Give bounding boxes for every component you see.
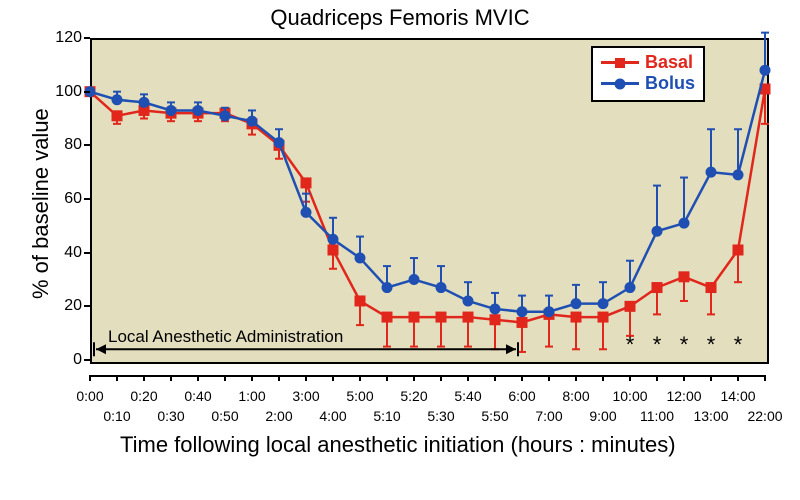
legend-swatch-bolus [601, 82, 639, 85]
significance-star-icon: * [680, 332, 689, 358]
legend-row-basal: Basal [601, 52, 695, 73]
y-tick-label: 0 [42, 351, 82, 369]
significance-star-icon: * [707, 332, 716, 358]
significance-star-icon: * [653, 332, 662, 358]
legend-marker-basal [615, 58, 625, 68]
x-tick-label: 2:00 [265, 408, 292, 424]
x-tick-label: 5:20 [400, 388, 427, 404]
x-tick-label: 5:00 [346, 388, 373, 404]
legend-label-bolus: Bolus [645, 73, 695, 94]
x-tick-label: 4:00 [319, 408, 346, 424]
x-tick-label: 8:00 [562, 388, 589, 404]
chart-container: Quadriceps Femoris MVIC % of baseline va… [0, 0, 800, 500]
legend-swatch-basal [601, 61, 639, 64]
x-tick-label: 7:00 [535, 408, 562, 424]
x-axis-label: Time following local anesthetic initiati… [120, 432, 676, 458]
legend-marker-bolus [614, 78, 625, 89]
x-tick-label: 5:50 [481, 408, 508, 424]
annotation-label: Local Anesthetic Administration [108, 327, 343, 347]
y-tick-label: 120 [42, 29, 82, 47]
y-tick-label: 80 [42, 136, 82, 154]
x-tick-label: 22:00 [747, 408, 782, 424]
x-tick-label: 0:00 [76, 388, 103, 404]
x-tick-label: 10:00 [612, 388, 647, 404]
x-tick-label: 11:00 [640, 408, 674, 424]
y-tick-label: 60 [42, 190, 82, 208]
x-tick-label: 6:00 [508, 388, 535, 404]
x-axis-line [90, 375, 765, 377]
x-tick-label: 13:00 [693, 408, 728, 424]
legend-label-basal: Basal [645, 52, 693, 73]
y-tick-label: 40 [42, 244, 82, 262]
x-tick-label: 5:10 [373, 408, 400, 424]
x-tick-label: 0:30 [157, 408, 184, 424]
x-tick-label: 12:00 [666, 388, 701, 404]
y-tick-label: 100 [42, 83, 82, 101]
x-tick-label: 1:00 [238, 388, 265, 404]
y-tick-label: 20 [42, 297, 82, 315]
x-tick-label: 0:10 [103, 408, 130, 424]
x-tick-label: 5:30 [427, 408, 454, 424]
x-tick-label: 0:20 [130, 388, 157, 404]
x-tick-label: 3:00 [292, 388, 319, 404]
x-tick-label: 14:00 [720, 388, 755, 404]
x-tick-label: 0:50 [211, 408, 238, 424]
x-tick-label: 5:40 [454, 388, 481, 404]
legend: Basal Bolus [591, 46, 705, 102]
legend-row-bolus: Bolus [601, 73, 695, 94]
x-tick-label: 0:40 [184, 388, 211, 404]
significance-star-icon: * [626, 332, 635, 358]
significance-star-icon: * [734, 332, 743, 358]
x-tick-label: 9:00 [589, 408, 616, 424]
